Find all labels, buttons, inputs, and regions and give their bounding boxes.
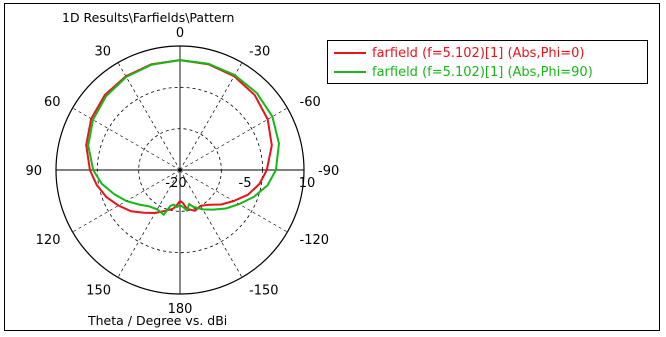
angle-tick-label: -150	[249, 284, 279, 299]
legend: farfield (f=5.102)[1] (Abs,Phi=0) farfie…	[327, 40, 648, 84]
angle-tick-label: 30	[94, 44, 111, 59]
angle-tick-label: 120	[36, 233, 61, 248]
grid-spoke-330	[179, 62, 243, 171]
radial-tick-label: -20	[165, 176, 186, 191]
legend-item-phi90: farfield (f=5.102)[1] (Abs,Phi=90)	[334, 63, 593, 81]
angle-tick-label: 150	[86, 284, 111, 299]
series-line-1	[87, 59, 280, 216]
legend-swatch-phi0	[334, 52, 366, 54]
chart-title: 1D Results\Farfields\Pattern	[62, 10, 235, 25]
grid-spoke-300	[179, 107, 288, 171]
angle-tick-label: -120	[300, 233, 330, 248]
radial-tick-label: -5	[239, 176, 252, 191]
angle-tick-label: -30	[249, 44, 270, 59]
legend-label-phi0: farfield (f=5.102)[1] (Abs,Phi=0)	[372, 45, 585, 61]
legend-item-phi0: farfield (f=5.102)[1] (Abs,Phi=0)	[334, 44, 585, 62]
series-line-0	[85, 59, 273, 214]
grid-spoke-210	[179, 169, 243, 278]
legend-swatch-phi90	[334, 71, 366, 73]
legend-label-phi90: farfield (f=5.102)[1] (Abs,Phi=90)	[372, 64, 593, 80]
chart-xlabel: Theta / Degree vs. dBi	[88, 313, 228, 328]
grid-spoke-150	[117, 169, 181, 278]
angle-tick-label: 180	[168, 302, 193, 317]
angle-tick-label: 90	[25, 164, 42, 179]
angle-tick-label: -60	[300, 95, 321, 110]
radial-tick-label: 10	[299, 176, 316, 191]
angle-tick-label: 0	[176, 26, 184, 41]
angle-tick-label: 60	[44, 95, 61, 110]
angle-tick-label: -90	[318, 164, 339, 179]
grid-spoke-30	[117, 62, 181, 171]
